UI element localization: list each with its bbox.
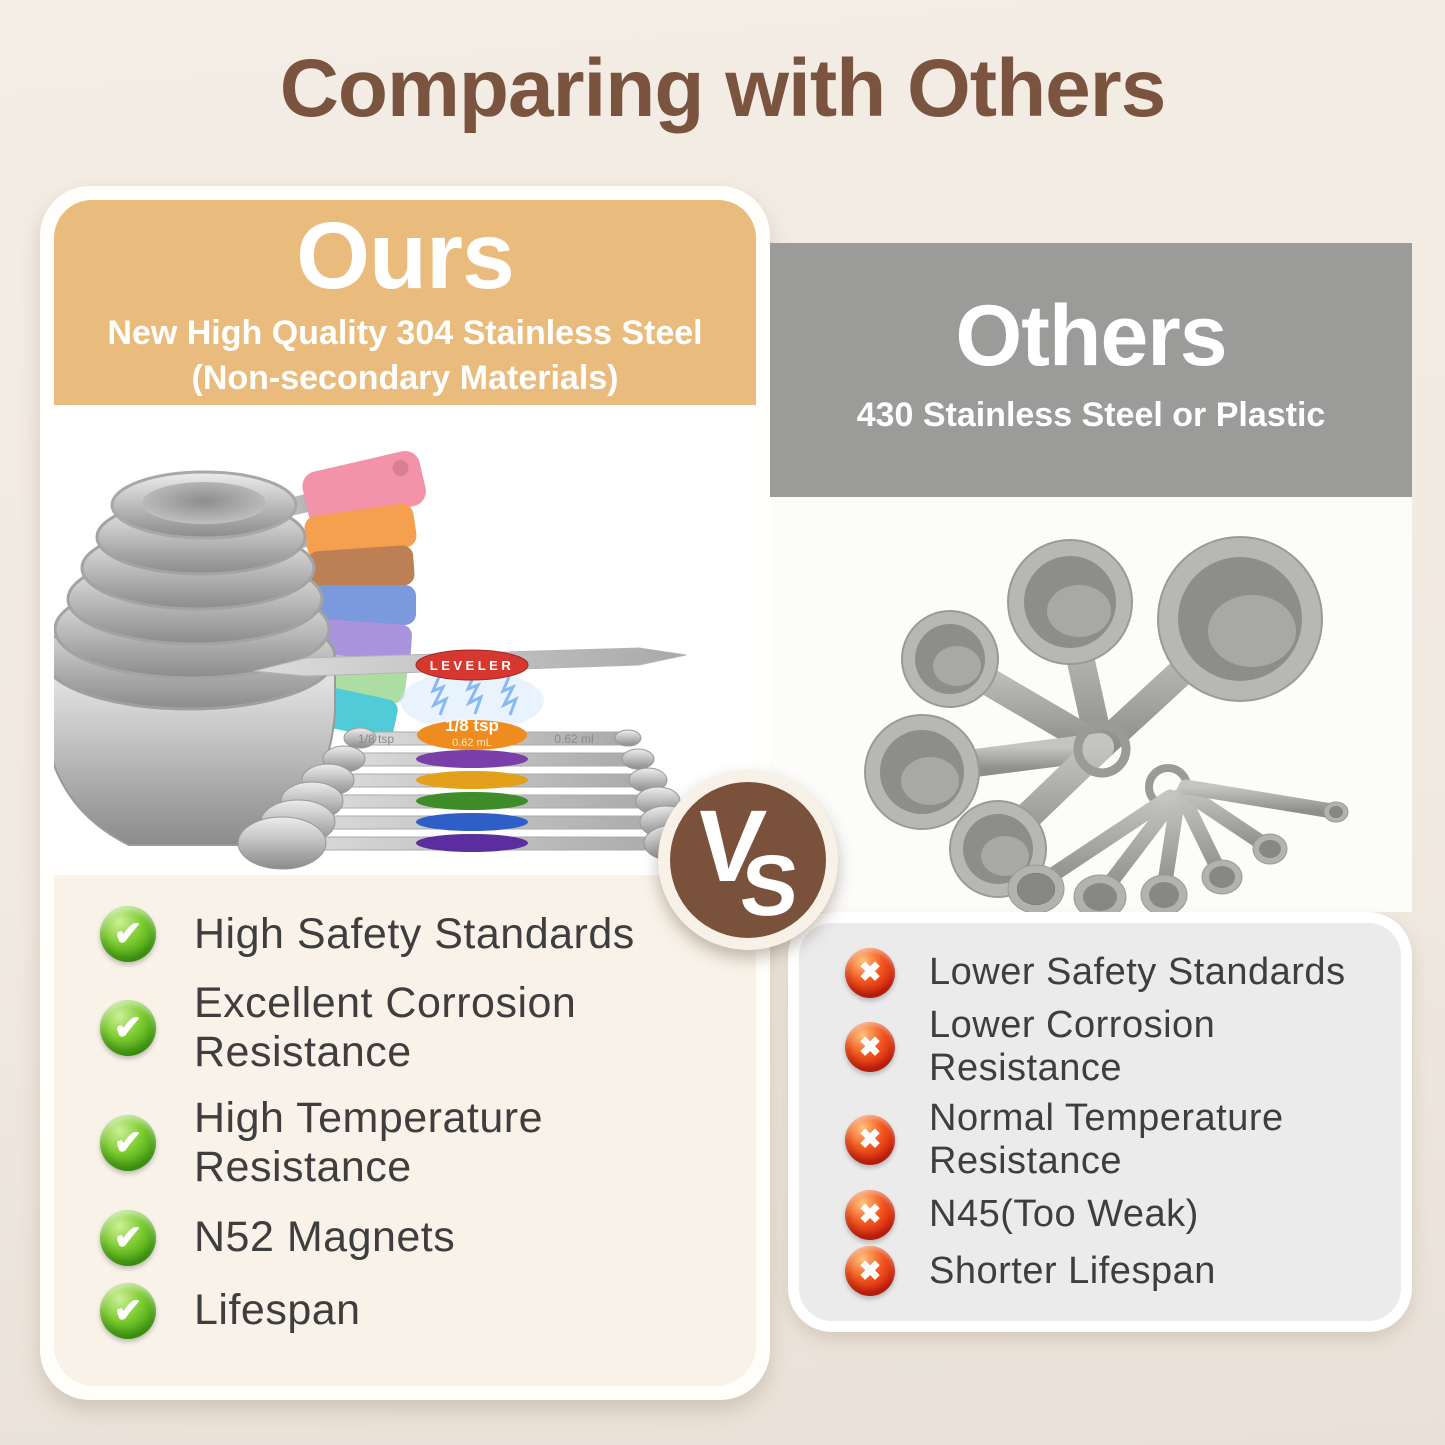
- ours-feature-row: ✔ N52 Magnets: [100, 1209, 746, 1266]
- measuring-cups-and-spoons-illustration: 1/8 tsp 0.62 mL 1/8 tsp 0.62 ml LEVELER: [54, 451, 705, 870]
- ours-feature-label: High Temperature Resistance: [194, 1094, 543, 1192]
- check-icon: ✔: [100, 1209, 156, 1266]
- magnetic-spoons: 1/8 tsp 0.62 mL 1/8 tsp 0.62 ml LEVELER: [237, 647, 705, 870]
- magnetic-spark-icon: [430, 674, 519, 716]
- others-header: Others 430 Stainless Steel or Plastic: [770, 243, 1412, 497]
- ours-feature-label: N52 Magnets: [194, 1213, 456, 1262]
- check-icon: ✔: [100, 906, 156, 963]
- cup-ring-icon: [1073, 720, 1131, 778]
- page-title: Comparing with Others: [279, 43, 1167, 134]
- vs-letter-s: S: [736, 837, 803, 934]
- spoon-size-label: 1/8 tsp: [445, 716, 499, 735]
- ours-feature-label: Lifespan: [194, 1286, 361, 1335]
- others-feature-list: ✖ Lower Safety Standards ✖ Lower Corrosi…: [788, 912, 1412, 1332]
- others-feature-row: ✖ N45(Too Weak): [845, 1189, 1393, 1240]
- others-feature-label: N45(Too Weak): [929, 1193, 1199, 1236]
- others-heading: Others: [955, 288, 1227, 384]
- others-feature-label: Shorter Lifespan: [929, 1249, 1216, 1292]
- ours-header: Ours New High Quality 304 Stainless Stee…: [54, 200, 756, 405]
- bar-right-label: 0.62 ml: [554, 732, 593, 746]
- cross-icon: ✖: [845, 1022, 895, 1073]
- bar-left-label: 1/8 tsp: [358, 732, 394, 746]
- vs-badge: V S: [658, 770, 838, 950]
- gray-cups: [864, 536, 1323, 898]
- ours-feature-label: Excellent Corrosion Resistance: [194, 979, 577, 1077]
- ours-feature-label: High Safety Standards: [194, 909, 635, 958]
- others-feature-label: Normal Temperature Resistance: [929, 1096, 1284, 1182]
- ours-feature-row: ✔ High Safety Standards: [100, 906, 746, 963]
- others-feature-row: ✖ Lower Corrosion Resistance: [845, 1004, 1393, 1090]
- others-feature-row: ✖ Normal Temperature Resistance: [845, 1097, 1393, 1183]
- ours-subheading-line2: (Non-secondary Materials): [191, 358, 619, 397]
- ours-card: Ours New High Quality 304 Stainless Stee…: [40, 186, 770, 1400]
- others-feature-row: ✖ Lower Safety Standards: [845, 947, 1393, 998]
- ours-subheading-line1: New High Quality 304 Stainless Steel: [107, 314, 703, 352]
- cross-icon: ✖: [845, 947, 895, 998]
- cross-icon: ✖: [845, 1114, 895, 1165]
- ours-feature-row: ✔ High Temperature Resistance: [100, 1094, 746, 1192]
- cross-icon: ✖: [845, 1189, 895, 1240]
- others-subheading: 430 Stainless Steel or Plastic: [856, 396, 1326, 434]
- ours-feature-list: ✔ High Safety Standards ✔ Excellent Corr…: [54, 875, 756, 1386]
- steel-cup-stack: [54, 470, 337, 846]
- others-feature-row: ✖ Shorter Lifespan: [845, 1246, 1393, 1297]
- spoon-bars: [237, 727, 705, 870]
- ours-feature-row: ✔ Excellent Corrosion Resistance: [100, 979, 746, 1077]
- ours-heading: Ours: [296, 203, 515, 309]
- gray-measuring-set-illustration: [864, 536, 1349, 912]
- check-icon: ✔: [100, 1282, 156, 1339]
- others-feature-label: Lower Safety Standards: [929, 951, 1346, 994]
- gray-spoons: [1007, 779, 1349, 912]
- cross-icon: ✖: [845, 1246, 895, 1297]
- others-product-image: [770, 497, 1412, 912]
- ours-feature-row: ✔ Lifespan: [100, 1282, 746, 1339]
- check-icon: ✔: [100, 1000, 156, 1057]
- others-feature-label: Lower Corrosion Resistance: [929, 1004, 1216, 1090]
- ours-product-image: 1/8 tsp 0.62 mL 1/8 tsp 0.62 ml LEVELER: [54, 405, 756, 875]
- check-icon: ✔: [100, 1115, 156, 1172]
- spoon-volume-label: 0.62 mL: [452, 737, 492, 749]
- leveler-label: LEVELER: [430, 658, 514, 673]
